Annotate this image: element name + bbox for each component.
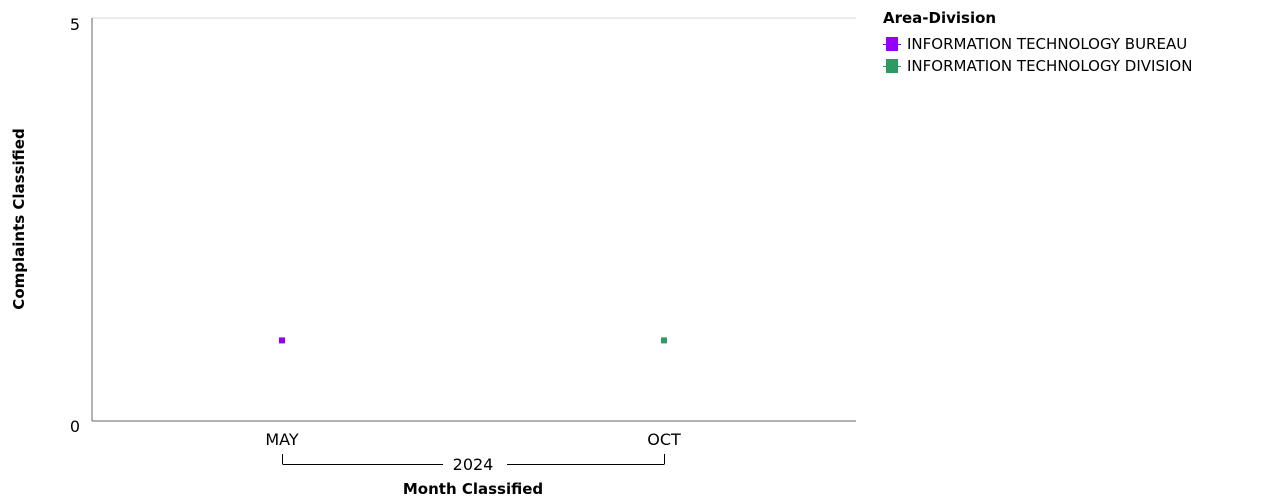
y-axis-title: Complaints Classified — [10, 128, 28, 309]
y-tick-label-min: 0 — [70, 417, 80, 436]
legend-swatch-division — [883, 59, 901, 73]
year-group-bracket — [282, 454, 665, 465]
data-point-may[interactable] — [279, 337, 285, 344]
y-tick-label-max: 5 — [70, 15, 80, 34]
year-group-label: 2024 — [453, 455, 494, 474]
legend-label-division: INFORMATION TECHNOLOGY DIVISION — [907, 57, 1193, 75]
legend-item-bureau[interactable]: INFORMATION TECHNOLOGY BUREAU — [883, 33, 1192, 55]
legend-label-bureau: INFORMATION TECHNOLOGY BUREAU — [907, 35, 1188, 53]
legend-item-division[interactable]: INFORMATION TECHNOLOGY DIVISION — [883, 55, 1192, 77]
legend-swatch-box — [886, 59, 898, 73]
legend-swatch-box — [886, 37, 898, 51]
legend-title: Area-Division — [883, 9, 997, 27]
x-tick-label-oct: OCT — [647, 430, 681, 449]
legend-swatch-bureau — [883, 37, 901, 51]
x-axis-title: Month Classified — [403, 480, 543, 498]
data-point-oct[interactable] — [661, 337, 667, 344]
x-tick-label-may: MAY — [265, 430, 299, 449]
legend: Area-Division INFORMATION TECHNOLOGY BUR… — [883, 8, 1192, 77]
data-points — [279, 337, 667, 344]
